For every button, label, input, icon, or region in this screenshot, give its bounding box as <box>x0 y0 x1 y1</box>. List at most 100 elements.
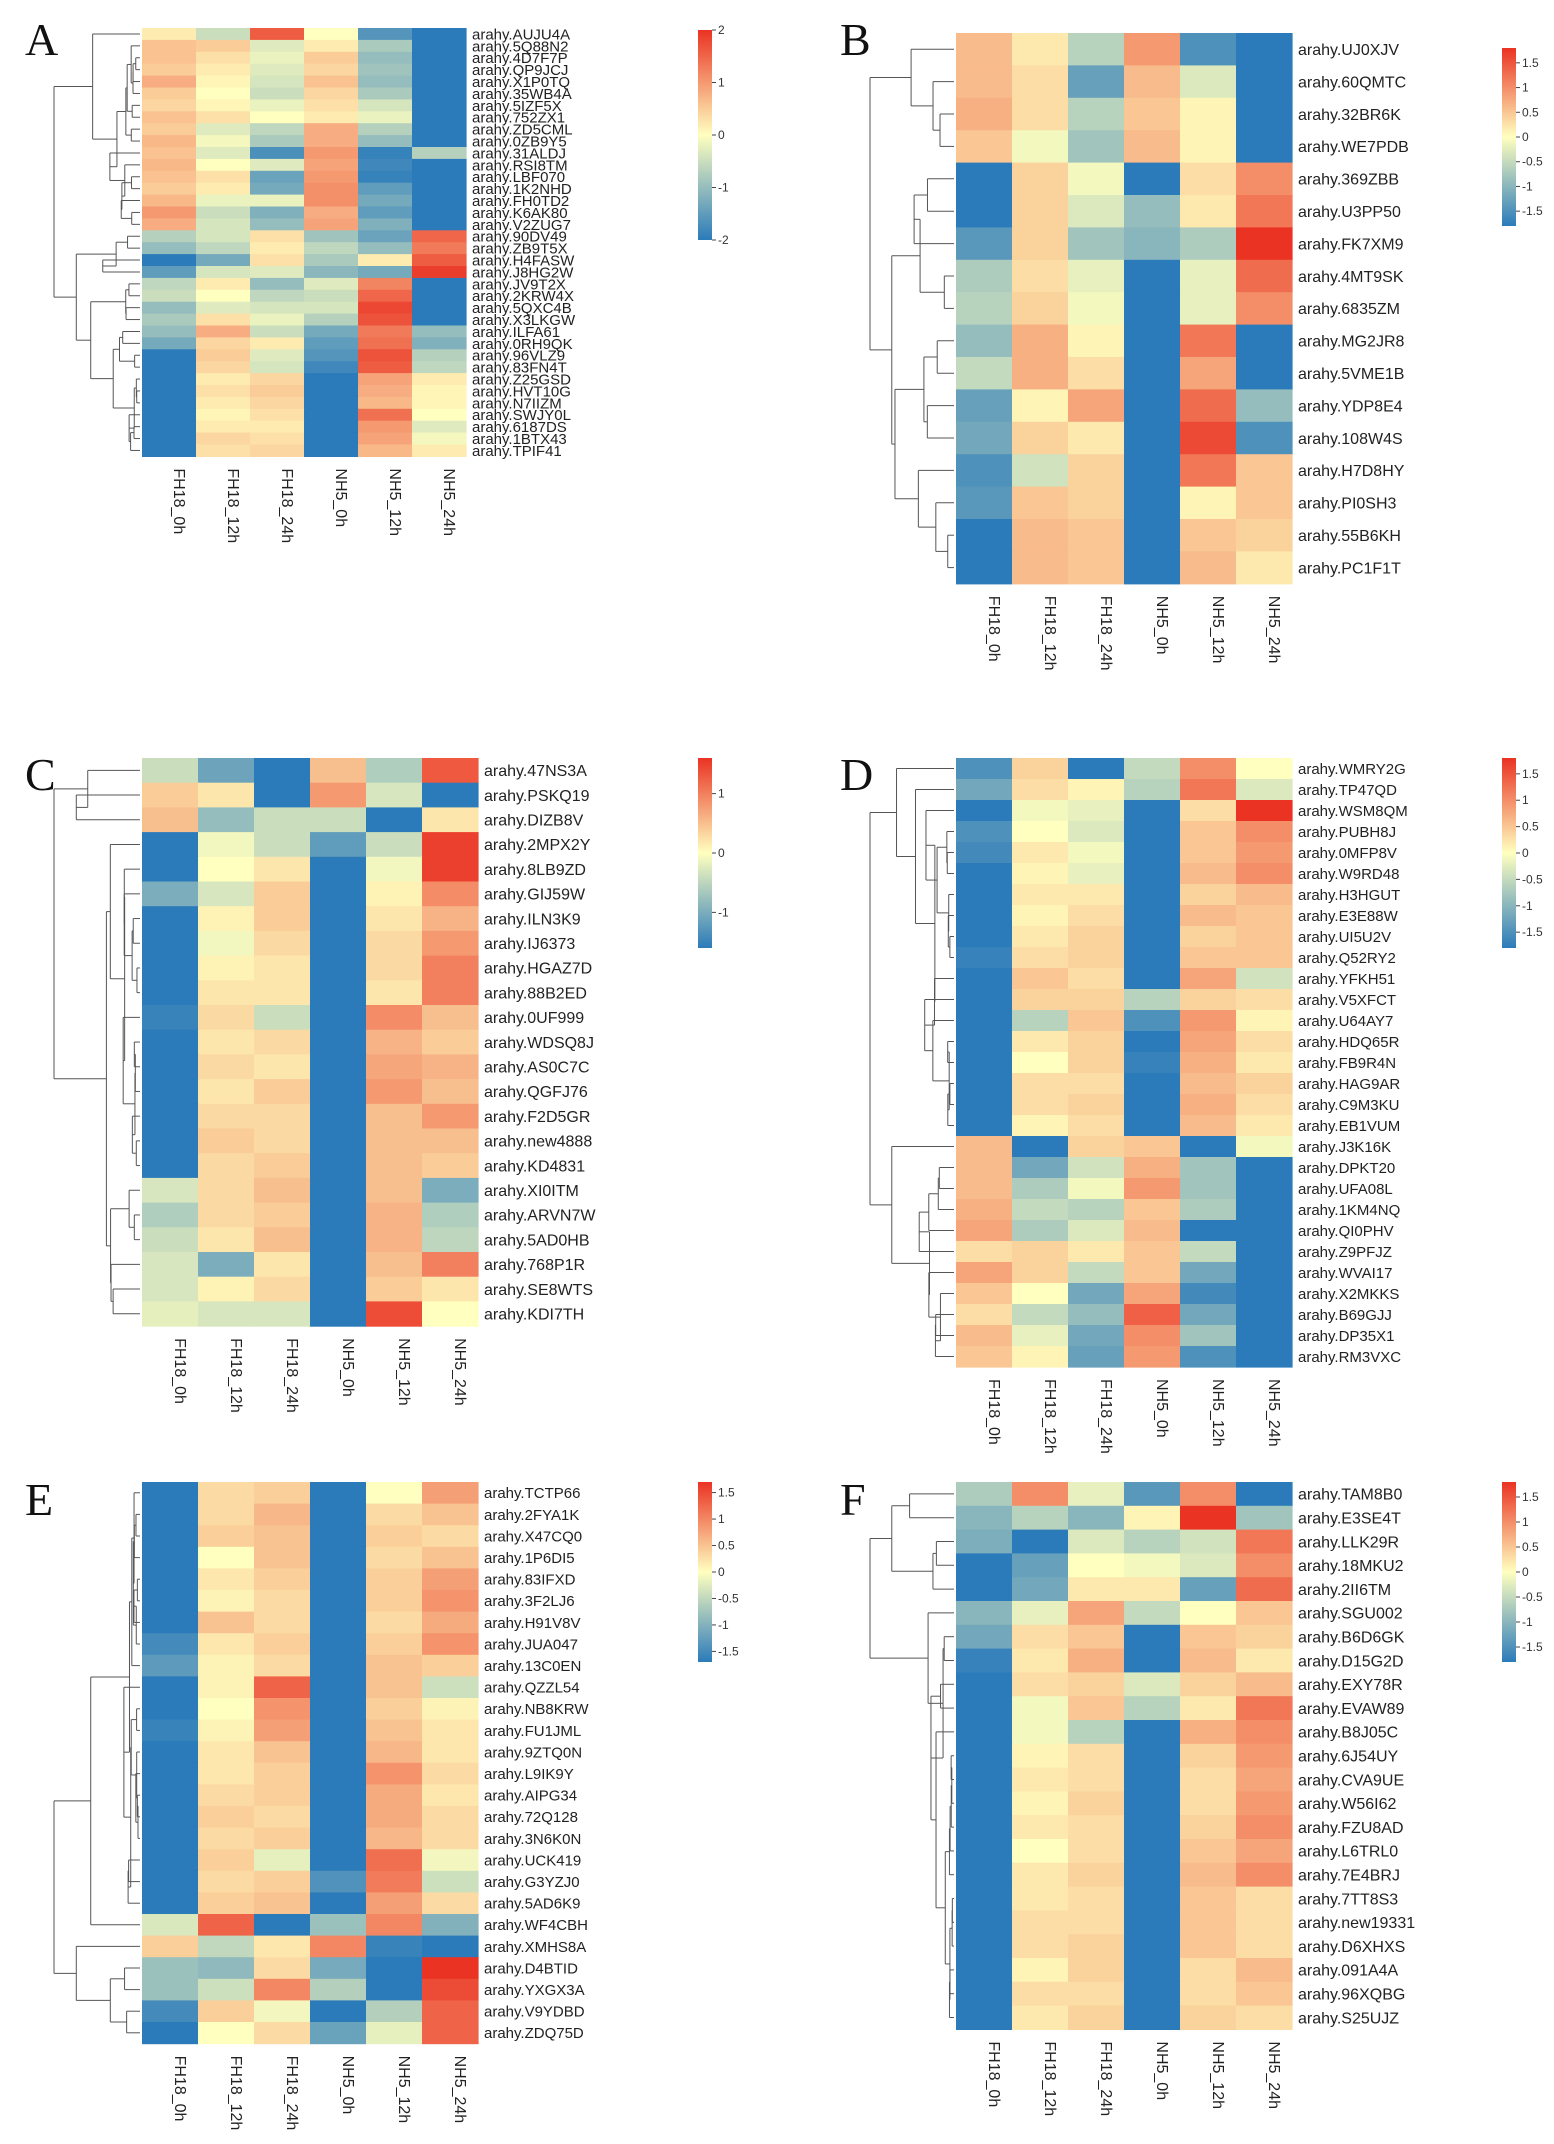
heatmap-cell <box>366 1276 423 1302</box>
heatmap-cell <box>142 325 197 338</box>
row-label: arahy.JV9T2X <box>472 276 566 293</box>
heatmap-cell <box>358 111 413 124</box>
heatmap-cell <box>250 420 305 434</box>
row-label: arahy.0MFP8V <box>1298 845 1397 862</box>
heatmap-cell <box>1124 1648 1181 1673</box>
heatmap-cell <box>1180 130 1237 164</box>
heatmap-cell <box>358 218 413 231</box>
row-label: arahy.XMHS8A <box>484 1939 586 1956</box>
legend-tick-label: -1 <box>718 1618 729 1632</box>
row-label: arahy.ZDQ75D <box>484 2025 584 2042</box>
heatmap-cell <box>422 1892 479 1915</box>
heatmap-cell <box>422 1849 479 1872</box>
heatmap-cell <box>1068 1010 1125 1032</box>
heatmap-cell <box>254 980 311 1006</box>
heatmap-cell <box>1180 97 1237 131</box>
heatmap-cell <box>142 1590 199 1613</box>
heatmap-cell <box>1236 1648 1293 1673</box>
heatmap-cell <box>142 289 197 303</box>
heatmap-cell <box>1068 519 1125 552</box>
heatmap-cell <box>198 1784 255 1807</box>
heatmap-cell <box>1068 97 1125 131</box>
heatmap-cell <box>1068 1696 1125 1721</box>
heatmap-cell <box>1012 1839 1069 1864</box>
heatmap-cell <box>1124 1791 1181 1816</box>
heatmap-cell <box>1068 758 1125 780</box>
heatmap-cell <box>366 1177 423 1204</box>
heatmap-cell <box>412 444 467 457</box>
row-label: arahy.WSM8QM <box>1298 803 1408 820</box>
heatmap-cell <box>956 1577 1013 1602</box>
heatmap-cell <box>254 881 311 907</box>
column-label: NH5_24h <box>1265 2041 1282 2109</box>
row-label: arahy.X3LKGW <box>472 312 576 329</box>
heatmap-cell <box>366 1957 423 1980</box>
heatmap-cell <box>250 123 305 136</box>
column-label: FH18_12h <box>227 2056 244 2131</box>
heatmap-cell <box>250 242 305 255</box>
heatmap-cell <box>1236 779 1293 801</box>
heatmap-cell <box>310 1827 367 1850</box>
heatmap-cell <box>304 408 359 422</box>
heatmap-cell <box>422 1227 479 1253</box>
legend-tick-label: -1.5 <box>718 1644 739 1658</box>
heatmap-cell <box>1068 1115 1125 1137</box>
legend-tick-label: -1.5 <box>1522 925 1543 939</box>
heatmap-cell <box>142 194 197 208</box>
heatmap-cell <box>198 1103 255 1130</box>
heatmap-cell <box>250 147 305 160</box>
heatmap-cell <box>1012 968 1069 990</box>
heatmap-cell <box>254 1525 311 1548</box>
heatmap-cell <box>1236 259 1293 293</box>
heatmap-cell <box>956 1220 1013 1242</box>
heatmap-cell <box>956 65 1013 99</box>
row-label: arahy.YFKH51 <box>1298 971 1395 988</box>
heatmap-cell <box>1180 884 1237 906</box>
heatmap-cell <box>956 1094 1013 1116</box>
heatmap-cell <box>412 194 467 208</box>
row-label: arahy.EB1VUM <box>1298 1118 1400 1135</box>
heatmap-cell <box>310 1252 367 1278</box>
heatmap-cell <box>250 63 305 77</box>
heatmap-cell <box>422 1676 479 1699</box>
heatmap-cell <box>1236 1115 1293 1137</box>
row-label: arahy.KD4831 <box>484 1158 585 1175</box>
heatmap-cell <box>358 266 413 279</box>
column-label: NH5_0h <box>1153 1379 1170 1438</box>
heatmap-cell <box>422 1806 479 1829</box>
heatmap-cell <box>1180 2005 1237 2030</box>
heatmap-cell <box>1012 421 1069 455</box>
heatmap-cell <box>366 1153 423 1179</box>
heatmap-cell <box>1180 1720 1237 1745</box>
row-label: arahy.SWJY0L <box>472 407 571 424</box>
row-label: arahy.5VME1B <box>1298 366 1404 383</box>
heatmap-cell <box>1012 800 1069 822</box>
row-label: arahy.FB9R4N <box>1298 1055 1396 1072</box>
heatmap-cell <box>1068 1720 1125 1745</box>
heatmap-cell <box>1012 227 1069 261</box>
heatmap-cell <box>1124 130 1181 164</box>
heatmap-cell <box>1012 454 1069 488</box>
heatmap-cell <box>1124 389 1181 423</box>
heatmap-cell <box>1236 1910 1293 1935</box>
row-dendrogram <box>53 33 140 451</box>
heatmap-cell <box>1236 1346 1293 1368</box>
heatmap-cell <box>142 158 197 172</box>
legend-tick-label: 0 <box>718 1565 725 1579</box>
heatmap-cell <box>1236 884 1293 906</box>
heatmap-cell <box>1124 1283 1181 1305</box>
row-label: arahy.0RH9QK <box>472 336 573 353</box>
heatmap-cell <box>1180 486 1237 520</box>
heatmap-cell <box>142 1849 199 1872</box>
heatmap-cell <box>142 2000 199 2023</box>
heatmap-cell <box>1180 259 1237 293</box>
heatmap-cell <box>250 444 305 457</box>
heatmap-cell <box>1180 1648 1237 1673</box>
heatmap-cell <box>412 301 467 315</box>
row-label: arahy.5AD6K9 <box>484 1896 580 1913</box>
legend-tick-label: 1 <box>718 787 725 801</box>
heatmap-cell <box>310 1029 367 1055</box>
heatmap-cell <box>1012 1743 1069 1769</box>
heatmap-cell <box>1068 884 1125 906</box>
